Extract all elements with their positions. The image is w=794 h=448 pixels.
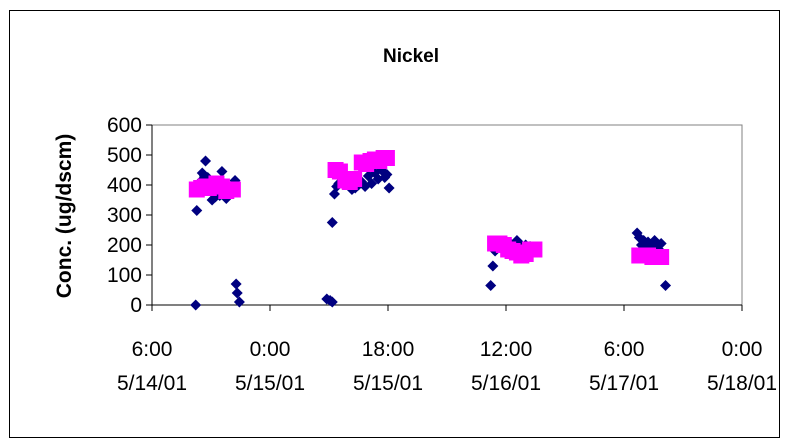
diamond-point xyxy=(655,238,667,249)
x-tick-time-label: 6:00 xyxy=(604,338,645,361)
data-points xyxy=(188,150,672,311)
plot-area xyxy=(151,124,743,306)
y-axis-label: Conc. (ug/dscm) xyxy=(53,134,76,299)
square-point xyxy=(224,181,241,198)
diamond-point xyxy=(200,155,212,167)
diamond-point xyxy=(190,299,202,311)
diamond-point xyxy=(660,280,672,291)
x-tick-time-label: 0:00 xyxy=(722,338,763,361)
diamond-point xyxy=(487,260,499,272)
x-tick-date-label: 5/18/01 xyxy=(707,372,777,395)
x-tick-date-label: 5/17/01 xyxy=(589,372,659,395)
y-tick-label: 500 xyxy=(107,144,142,167)
diamond-point xyxy=(230,278,242,290)
y-tick-label: 400 xyxy=(107,174,142,197)
y-tick-label: 0 xyxy=(130,294,142,317)
y-tick-label: 100 xyxy=(107,264,142,287)
axes: 0 100 200 300 400 500 600 6:00 5/14/01 0:00 5/15/0… xyxy=(107,114,777,395)
x-tick-date-label: 5/14/01 xyxy=(117,372,187,395)
square-point xyxy=(526,241,543,258)
y-tick-label: 200 xyxy=(107,234,142,257)
square-point xyxy=(378,150,395,166)
x-tick-time-label: 18:00 xyxy=(362,338,415,361)
chart-frame xyxy=(9,10,780,438)
diamond-point xyxy=(216,166,228,177)
x-tick-date-label: 5/15/01 xyxy=(353,372,423,395)
x-tick-date-label: 5/15/01 xyxy=(235,372,305,395)
diamond-point xyxy=(381,169,393,180)
diamond-point xyxy=(233,296,245,308)
diamond-point xyxy=(366,178,378,189)
diamond-point xyxy=(383,182,395,194)
diamond-point xyxy=(326,296,338,308)
diamond-point xyxy=(485,280,497,291)
chart-title: Nickel xyxy=(383,46,439,67)
x-tick-time-label: 12:00 xyxy=(480,338,533,361)
diamond-point xyxy=(231,287,243,299)
y-tick-label: 300 xyxy=(107,204,142,227)
square-point xyxy=(346,171,363,187)
square-point xyxy=(653,249,670,265)
x-tick-time-label: 6:00 xyxy=(132,338,173,361)
x-tick-time-label: 0:00 xyxy=(250,338,291,361)
diamond-point xyxy=(326,217,338,228)
y-tick-label: 600 xyxy=(107,114,142,137)
x-tick-date-label: 5/16/01 xyxy=(471,372,541,395)
diamond-point xyxy=(191,205,203,216)
